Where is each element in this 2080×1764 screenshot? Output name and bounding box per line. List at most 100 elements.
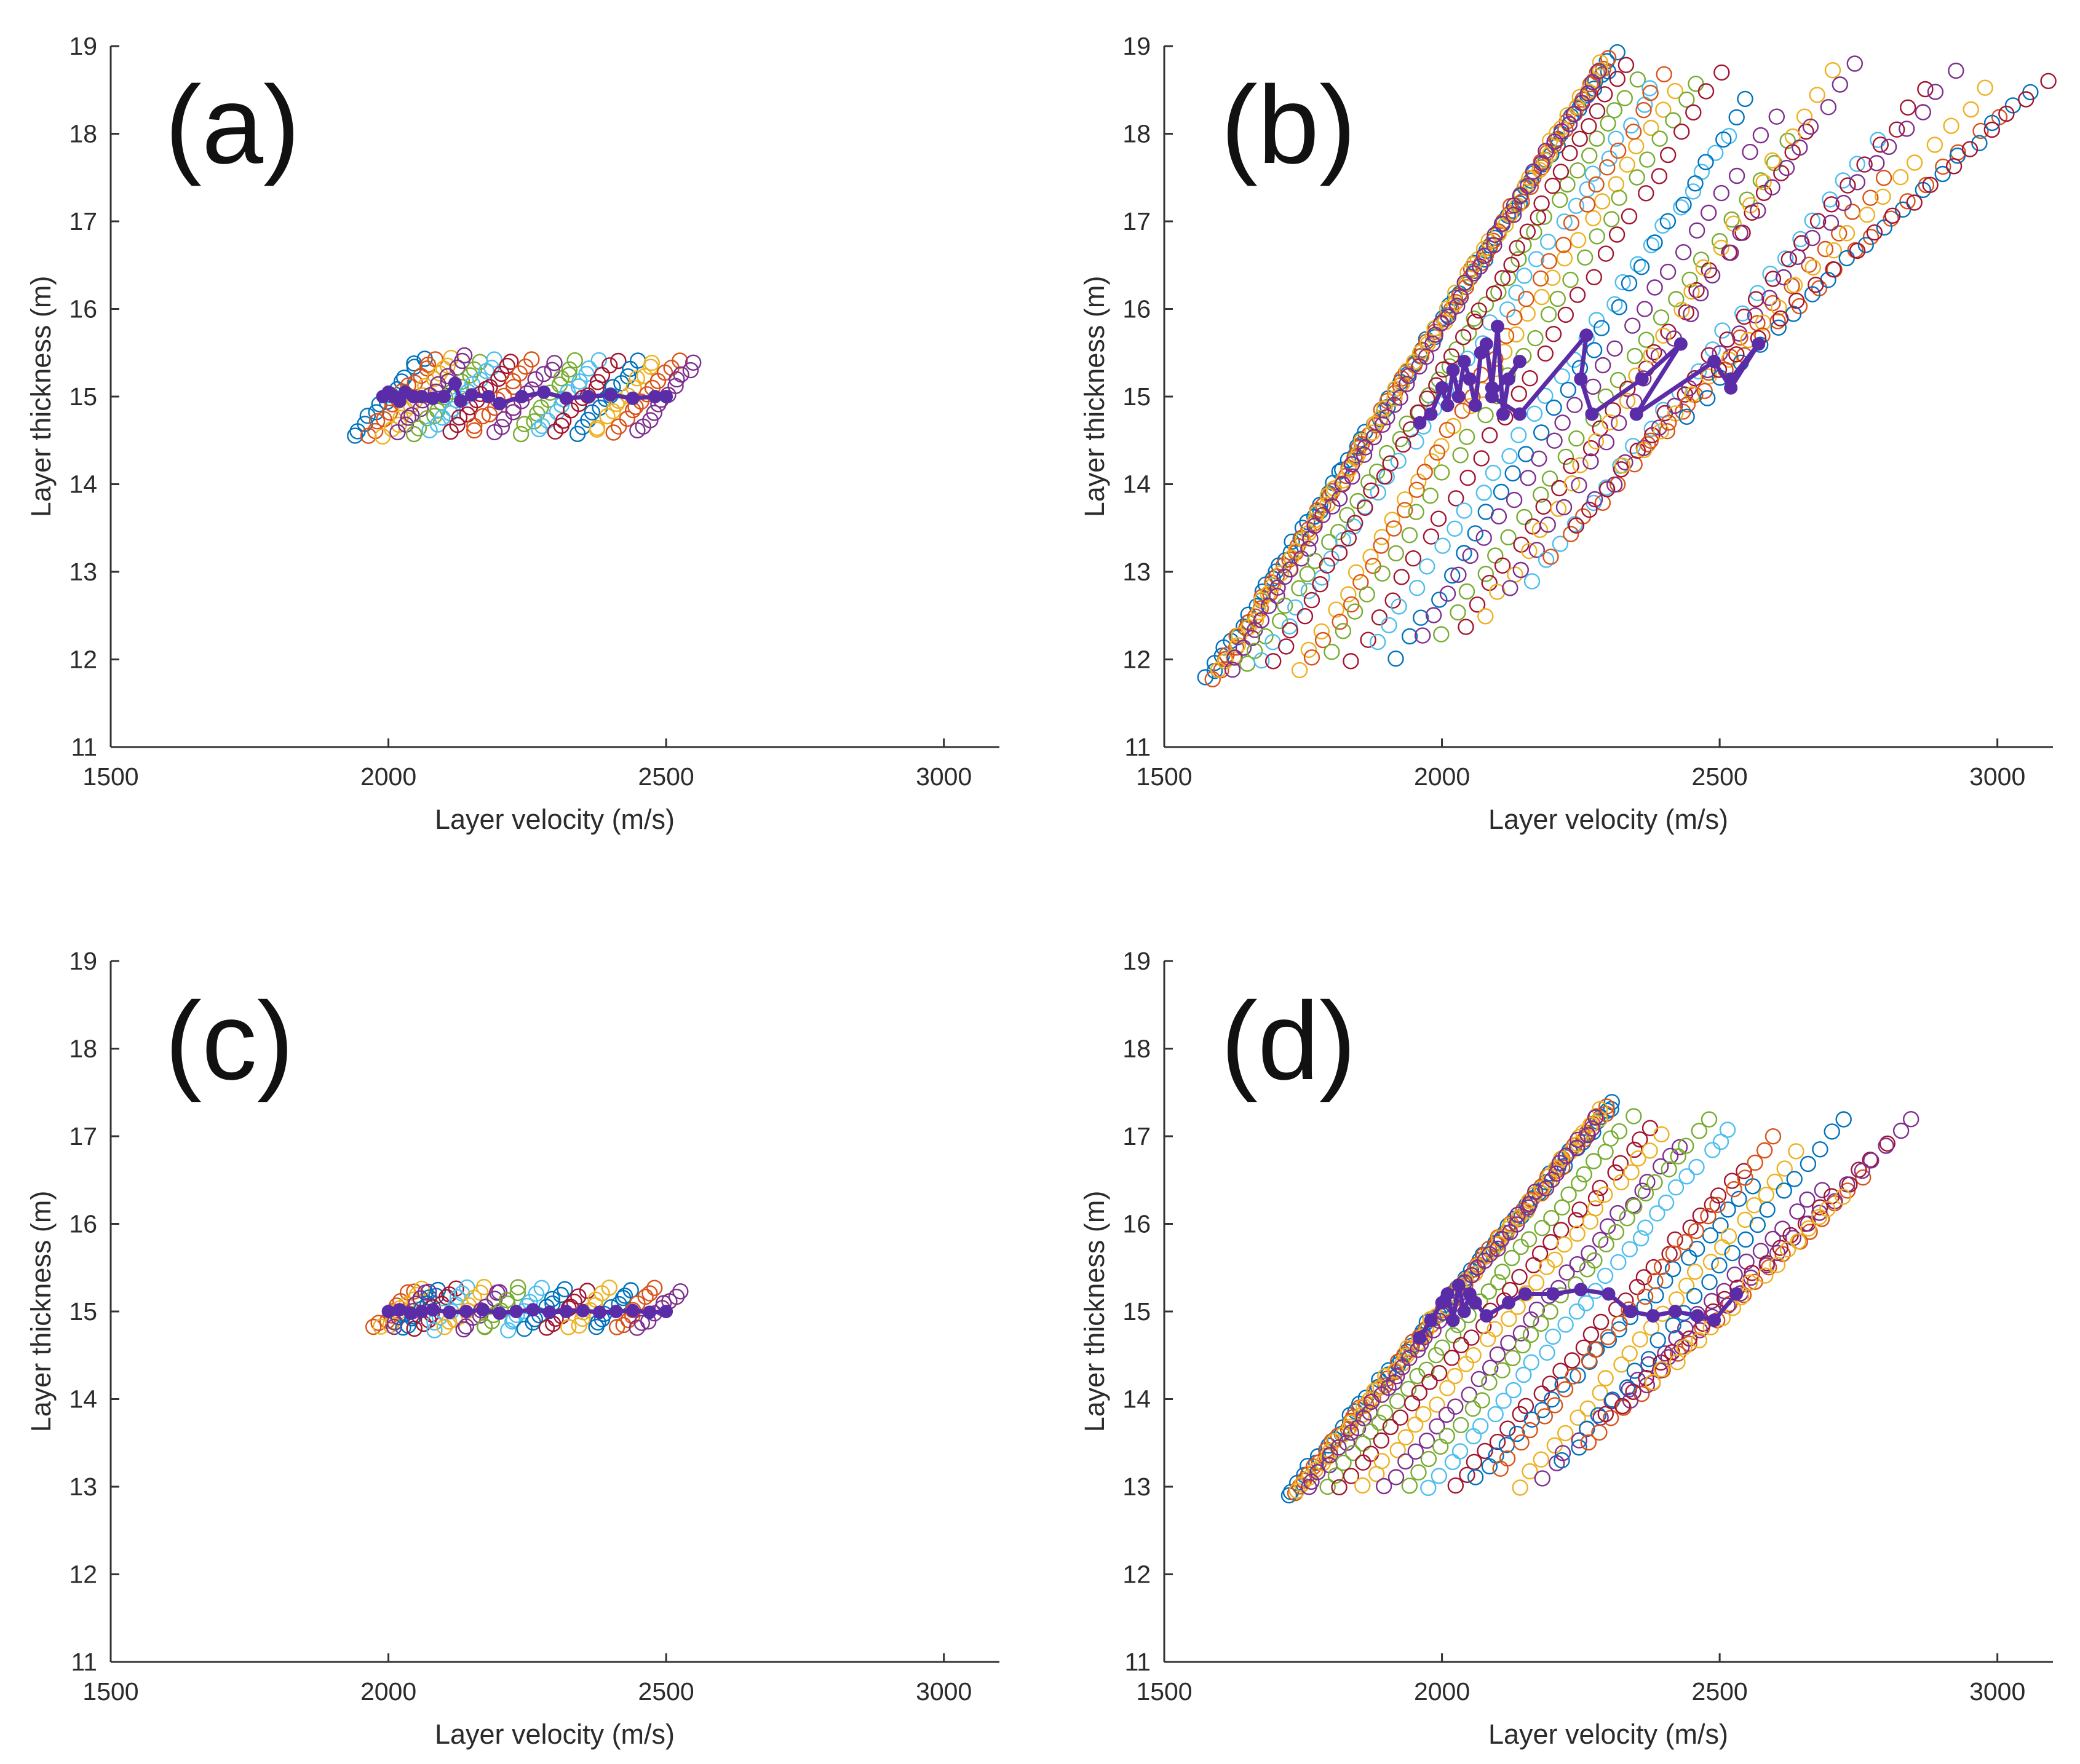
panel-d-candidate-point — [1464, 1400, 1482, 1417]
panel-b-candidate-point — [1898, 121, 1915, 137]
panel-b-candidate-point — [1713, 184, 1730, 202]
panel-d-candidate-point — [1759, 1201, 1776, 1218]
panel-d-candidate-point — [1588, 1108, 1605, 1125]
panel-c-candidate-point — [420, 1283, 437, 1300]
panel-b-candidate-point — [1500, 269, 1517, 287]
panel-b-candidate-point — [1481, 574, 1498, 591]
panel-b-candidate-point — [1609, 71, 1626, 87]
panel-b-candidate-point — [1494, 557, 1511, 574]
panel-b-candidate-point — [1619, 392, 1636, 409]
panel-b-candidate-point — [1817, 240, 1834, 258]
panel-d-candidate-point — [1494, 1264, 1510, 1280]
panel-d-candidate-point — [1619, 1209, 1635, 1227]
panel-b-y-tick-label: 16 — [1122, 295, 1151, 323]
panel-b-candidate-point — [1430, 510, 1447, 527]
panel-b-candidate-point — [1532, 270, 1549, 287]
panel-b-candidate-point — [1711, 233, 1728, 250]
panel-d-candidate-point — [1495, 1392, 1512, 1409]
panel-d-candidate-point — [1622, 1392, 1639, 1409]
panel-d-x-tick-label: 3000 — [1969, 1677, 2025, 1706]
panel-b-candidate-point — [1713, 64, 1730, 81]
panel-c-candidate-point — [668, 1288, 685, 1305]
panel-b-candidate-point — [1629, 169, 1645, 186]
panel-b-best-path-point — [1440, 398, 1455, 413]
panel-d-candidate-point — [1612, 1155, 1629, 1172]
panel-d-candidate-point — [1640, 1351, 1657, 1367]
panel-b-candidate-point — [1983, 114, 2001, 132]
panel-b-candidate-point — [1608, 176, 1625, 192]
panel-b-candidate-point — [1472, 258, 1488, 275]
panel-a-candidate-point — [584, 404, 601, 421]
panel-b-candidate-point — [1562, 144, 1578, 162]
panel-b-candidate-point — [1579, 181, 1595, 198]
panel-b-candidate-point — [1825, 261, 1842, 278]
panel-b-candidate-point — [1568, 197, 1585, 214]
panel-a-best-path-point — [448, 376, 462, 390]
panel-d-candidate-point — [1335, 1454, 1352, 1471]
panel-d-candidate-point — [1421, 1374, 1438, 1390]
panel-b-candidate-point — [1742, 143, 1758, 160]
panel-a-x-tick-label: 3000 — [916, 762, 972, 791]
panel-d-candidate-point — [1653, 1361, 1670, 1378]
panel-b-candidate-point — [1542, 548, 1559, 565]
panel-c-best-path-point — [542, 1305, 557, 1319]
panel-b-candidate-point — [1510, 386, 1528, 402]
panel-b-candidate-point — [1598, 434, 1615, 451]
panel-b-candidate-point — [1391, 598, 1407, 615]
panel-b-candidate-point — [1731, 325, 1748, 342]
panel-c-best-path-point — [559, 1305, 573, 1318]
panel-d-candidate-point — [1621, 1241, 1638, 1258]
panel-b-candidate-point — [1373, 529, 1391, 545]
panel-b-candidate-point — [1537, 345, 1554, 362]
panel-b-candidate-point — [1284, 533, 1300, 550]
panel-b-candidate-point — [1600, 115, 1616, 132]
panel-b-candidate-point — [1475, 485, 1493, 501]
panel-c-y-tick-label: 11 — [71, 1648, 97, 1676]
panel-b-candidate-point — [1846, 55, 1864, 72]
panel-b-candidate-point — [1555, 237, 1572, 253]
panel-d-candidate-point — [1528, 1274, 1545, 1291]
panel-d-candidate-point — [1568, 1212, 1584, 1228]
panel-d-candidate-point — [1678, 1137, 1694, 1154]
panel-b-candidate-point — [1801, 256, 1817, 273]
panel-d-candidate-point — [1811, 1204, 1828, 1221]
panel-a-candidate-point — [434, 409, 451, 426]
panel-d-candidate-point — [1723, 1173, 1741, 1189]
panel-b-candidate-point — [1303, 591, 1320, 609]
panel-b-candidate-point — [1574, 95, 1590, 111]
panel-d-candidate-point — [1639, 1174, 1656, 1190]
panel-c-y-tick-label: 18 — [69, 1035, 97, 1063]
panel-b-candidate-point — [1899, 193, 1916, 210]
panel-b-candidate-point — [1732, 224, 1749, 242]
panel-d-candidate-point — [1645, 1259, 1662, 1276]
panel-b-candidate-point — [1628, 138, 1645, 155]
panel-d-candidate-point — [1691, 1123, 1708, 1139]
panel-b-candidate-point — [1659, 263, 1677, 280]
panel-a-best-path-point — [559, 391, 573, 405]
panel-b-candidate-point — [1508, 326, 1525, 343]
panel-b-candidate-point — [1875, 188, 1891, 205]
panel-d-candidate-point — [1590, 1407, 1607, 1424]
panel-b-candidate-point — [1571, 130, 1588, 148]
panel-d-candidate-point — [1597, 1267, 1614, 1284]
panel-d-candidate-point — [1811, 1199, 1828, 1216]
panel-b-candidate-point — [1450, 604, 1466, 621]
panel-d-candidate-point — [1489, 1433, 1506, 1450]
panel-a-best-path-point — [515, 390, 529, 403]
panel-b-y-tick-label: 15 — [1122, 382, 1151, 411]
panel-d-candidate-point — [1637, 1219, 1654, 1236]
panel-d-candidate-point — [1702, 1254, 1720, 1270]
panel-d-candidate-point — [1387, 1469, 1405, 1485]
panel-b-candidate-point — [1792, 139, 1808, 156]
panel-d-candidate-point — [1373, 1432, 1390, 1449]
panel-b-best-path-point — [1501, 372, 1515, 386]
panel-d-candidate-point — [1415, 1406, 1432, 1423]
panel-b-candidate-point — [1764, 271, 1782, 287]
panel-d-candidate-point — [1664, 1260, 1681, 1278]
panel-d-candidate-point — [1494, 1362, 1510, 1378]
panel-d-candidate-point — [1362, 1446, 1379, 1462]
panel-b-candidate-point — [1551, 191, 1568, 208]
panel-c-best-path-point — [509, 1305, 523, 1318]
panel-d-candidate-point — [1686, 1264, 1704, 1280]
panel-b-candidate-point — [1673, 301, 1690, 318]
